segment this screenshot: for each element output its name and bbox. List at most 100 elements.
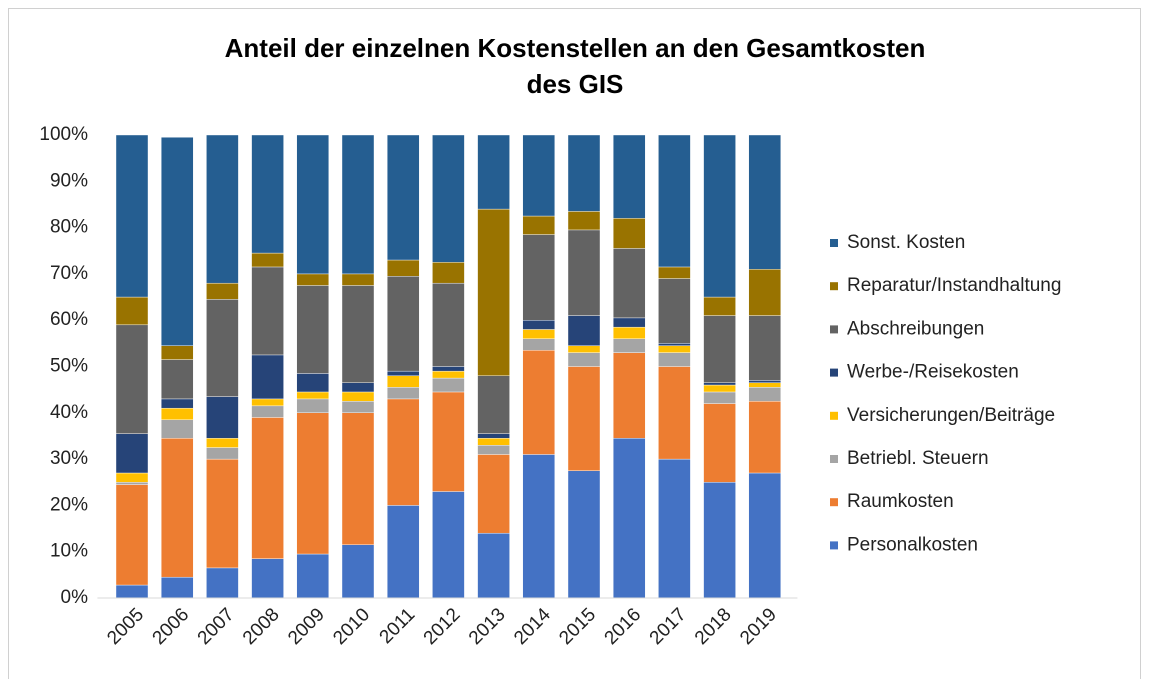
bar-segment [658, 266, 691, 279]
bar-segment [387, 134, 420, 261]
bar-segment [341, 382, 375, 393]
bar-segment [251, 354, 284, 400]
bar-segment [387, 276, 420, 372]
bar-segment [432, 134, 465, 263]
bar-segment [251, 558, 284, 599]
bar-segment [658, 278, 691, 344]
legend-label: Werbe-/Reisekosten [847, 362, 1019, 383]
bar-segment [341, 544, 375, 599]
y-tick-label: 100% [39, 124, 88, 145]
bar-segment [703, 384, 736, 393]
bar-segment [748, 387, 781, 402]
legend-swatch [830, 455, 838, 463]
bar-segment [703, 391, 736, 404]
bar-segment [432, 370, 465, 379]
bar-segment [251, 417, 284, 559]
y-tick-label: 80% [50, 217, 88, 238]
bar-segment [658, 343, 691, 346]
y-tick-label: 40% [50, 402, 88, 423]
bar-segment [703, 482, 736, 599]
bar-segment [477, 208, 510, 376]
bar-segment [341, 401, 375, 414]
bar-segment [206, 299, 239, 397]
bar-segment [387, 505, 420, 599]
bar-segment [522, 234, 555, 321]
bar-segment [703, 403, 736, 483]
bar-segment [206, 567, 239, 599]
bar-segment [522, 134, 555, 217]
bar-segment [748, 472, 781, 599]
bar-segment [477, 454, 510, 534]
y-tick-label: 50% [50, 356, 88, 377]
bar-segment [341, 134, 375, 275]
bar-segment [341, 391, 375, 402]
chart-title: Anteil der einzelnen Kostenstellen an de… [225, 33, 926, 63]
bar-segment [206, 447, 239, 460]
y-tick-label: 10% [50, 541, 88, 562]
bar-segment [206, 134, 239, 284]
bar-segment [567, 229, 601, 316]
bar-segment [567, 366, 601, 471]
bar-segment [251, 252, 284, 268]
bar-segment [160, 398, 194, 409]
bar-segment [432, 491, 465, 599]
bar-segment [658, 352, 691, 367]
bar-segment [613, 338, 646, 353]
bar-segment [613, 438, 646, 599]
bar-segment [703, 296, 736, 316]
bar-segment [432, 377, 465, 393]
bar-segment [748, 382, 781, 388]
bar-segment [115, 324, 149, 434]
y-tick-label: 30% [50, 448, 88, 469]
bar-segment [613, 134, 646, 219]
bar-segment [477, 445, 510, 455]
bar-segment [567, 211, 601, 231]
bar-segment [703, 382, 736, 386]
bar-segment [432, 391, 465, 492]
bar-segment [567, 345, 601, 353]
bar-segment [206, 282, 239, 300]
bar-segment [522, 454, 555, 599]
legend-swatch [830, 325, 838, 334]
legend-swatch [830, 282, 838, 291]
legend-swatch [830, 368, 838, 377]
bar-segment [522, 329, 555, 339]
y-tick-label: 60% [50, 309, 88, 330]
bar-segment [206, 458, 239, 569]
legend-label: Sonst. Kosten [847, 232, 965, 253]
y-tick-label: 0% [61, 587, 89, 608]
bar-segment [251, 405, 284, 418]
bar-segment [477, 438, 510, 446]
bar-segment [658, 134, 691, 268]
y-tick-label: 20% [50, 494, 88, 515]
bar-segment [432, 262, 465, 284]
bar-segment [341, 273, 375, 286]
bar-segment [296, 373, 329, 393]
legend-label: Betriebl. Steuern [847, 448, 989, 469]
legend-swatch [830, 411, 838, 420]
bar-segment [477, 134, 510, 210]
bar-segment [748, 315, 781, 381]
bar-segment [567, 134, 601, 212]
bar-segment [658, 366, 691, 460]
bar-segment [522, 215, 555, 235]
bar-segment [341, 412, 375, 545]
bar-segment [522, 350, 555, 455]
chart-title: des GIS [527, 69, 624, 99]
bar-segment [296, 412, 329, 555]
bar-segment [115, 433, 149, 474]
bar-segment [296, 553, 329, 599]
bar-segment [115, 296, 149, 326]
legend-swatch [830, 541, 838, 550]
bar-segment [658, 345, 691, 353]
bar-segment [160, 407, 194, 420]
legend-label: Abschreibungen [847, 318, 984, 339]
bar-segment [613, 218, 646, 249]
bar-segment [613, 317, 646, 328]
bar-segment [477, 532, 510, 599]
bar-segment [748, 380, 781, 383]
bar-segment [387, 398, 420, 506]
bar-segment [567, 315, 601, 346]
bar-segment [703, 134, 736, 298]
